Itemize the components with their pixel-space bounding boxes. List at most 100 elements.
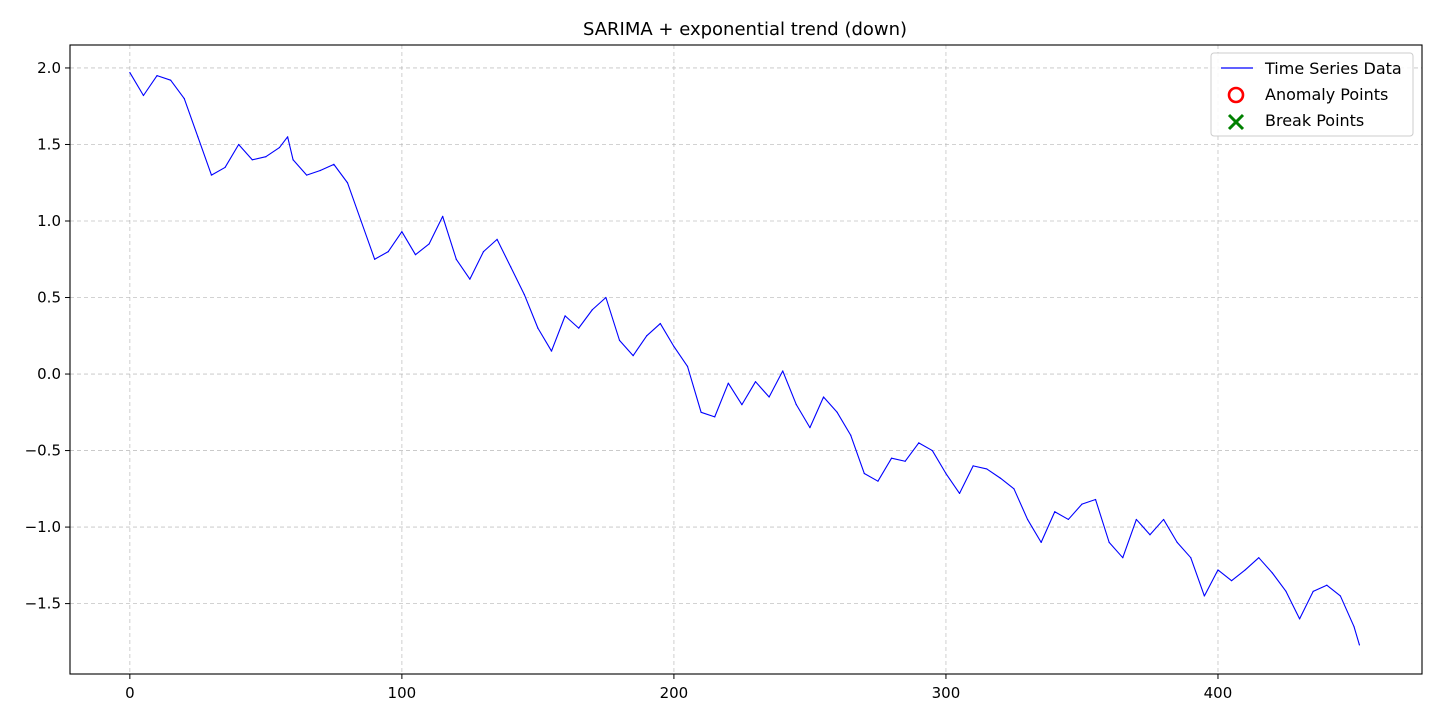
plot-frame <box>69 44 1423 675</box>
data-point <box>1285 590 1287 592</box>
data-point <box>918 442 920 444</box>
data-point <box>238 143 240 146</box>
data-point <box>1176 541 1178 543</box>
data-point <box>482 251 485 253</box>
y-tick-label: −0.5 <box>25 442 61 460</box>
y-axis: −1.5 −1.0 −0.5 0.0 0.5 1.0 1.5 2.0 <box>25 59 70 613</box>
data-point <box>251 159 253 161</box>
data-point <box>1013 488 1015 490</box>
data-point <box>904 460 906 462</box>
data-point <box>292 159 294 161</box>
data-point <box>646 335 648 337</box>
data-point <box>142 94 145 97</box>
data-point <box>754 381 757 383</box>
series-layer <box>129 71 1361 646</box>
x-tick-label: 0 <box>125 684 135 702</box>
legend-label-break: Break Points <box>1265 111 1364 130</box>
data-point <box>1203 595 1205 597</box>
data-point <box>523 293 525 296</box>
data-point <box>877 480 879 482</box>
y-tick-label: −1.0 <box>25 518 61 536</box>
data-point <box>591 309 593 311</box>
data-point <box>1122 557 1124 559</box>
data-point <box>1312 590 1314 592</box>
data-point <box>1190 557 1192 559</box>
data-point <box>809 427 811 429</box>
data-point <box>564 315 566 317</box>
data-point <box>265 156 267 158</box>
data-point <box>1081 503 1083 505</box>
data-point <box>1326 584 1328 586</box>
data-point <box>1149 534 1151 536</box>
data-point <box>1353 625 1355 628</box>
data-point <box>156 75 158 77</box>
data-point <box>1230 580 1233 582</box>
data-point <box>850 434 852 436</box>
y-tick-label: 2.0 <box>37 59 61 77</box>
anomaly-marker-icon <box>1227 86 1245 104</box>
x-axis: 0 100 200 300 400 <box>125 674 1232 702</box>
data-point <box>727 382 729 384</box>
data-point <box>822 396 825 398</box>
data-point <box>278 146 281 149</box>
data-point <box>374 258 376 260</box>
break-marker-icon <box>1227 113 1245 131</box>
data-point <box>1135 518 1137 521</box>
data-point <box>795 404 797 406</box>
data-point <box>700 411 702 413</box>
data-point <box>958 492 961 495</box>
data-point <box>632 355 634 357</box>
data-point <box>890 457 893 459</box>
data-point <box>401 231 403 233</box>
data-point <box>319 169 321 172</box>
data-point <box>224 166 226 169</box>
grid-lines <box>70 45 1422 674</box>
data-point <box>1162 518 1165 521</box>
data-point <box>714 416 716 418</box>
data-point <box>428 243 430 245</box>
data-point <box>972 465 974 467</box>
data-point <box>673 345 675 348</box>
data-point <box>360 220 362 222</box>
data-point <box>1094 498 1097 501</box>
data-point <box>1108 541 1110 543</box>
data-point <box>686 365 689 367</box>
data-point <box>183 97 185 100</box>
data-point <box>306 174 308 176</box>
data-point <box>741 404 743 406</box>
data-point <box>1258 557 1260 559</box>
data-point <box>210 174 213 176</box>
data-point <box>129 71 131 74</box>
data-point <box>333 163 335 165</box>
x-tick-label: 100 <box>388 684 417 702</box>
legend-label-anomaly: Anomaly Points <box>1265 85 1388 104</box>
y-tick-label: −1.5 <box>25 595 61 613</box>
data-point <box>863 472 865 475</box>
legend-box <box>1210 52 1414 137</box>
data-point <box>1244 569 1246 571</box>
series-line <box>129 72 1360 646</box>
data-point <box>1040 541 1042 543</box>
x-tick-label: 300 <box>932 684 961 702</box>
data-point <box>999 477 1001 479</box>
data-point <box>510 266 512 268</box>
y-tick-label: 0.0 <box>37 365 61 383</box>
data-point <box>782 370 784 372</box>
data-point <box>442 215 444 218</box>
data-point <box>387 251 389 253</box>
data-point <box>836 411 838 413</box>
data-point <box>768 396 770 398</box>
data-point <box>1217 569 1219 571</box>
data-point <box>578 327 580 329</box>
data-point <box>1358 644 1361 646</box>
data-point <box>1054 511 1056 513</box>
y-tick-label: 0.5 <box>37 289 61 307</box>
data-point <box>986 468 988 470</box>
y-tick-label: 1.0 <box>37 212 61 230</box>
data-point <box>170 79 172 81</box>
data-point <box>197 136 199 138</box>
data-point <box>605 296 607 299</box>
data-point <box>537 327 539 329</box>
